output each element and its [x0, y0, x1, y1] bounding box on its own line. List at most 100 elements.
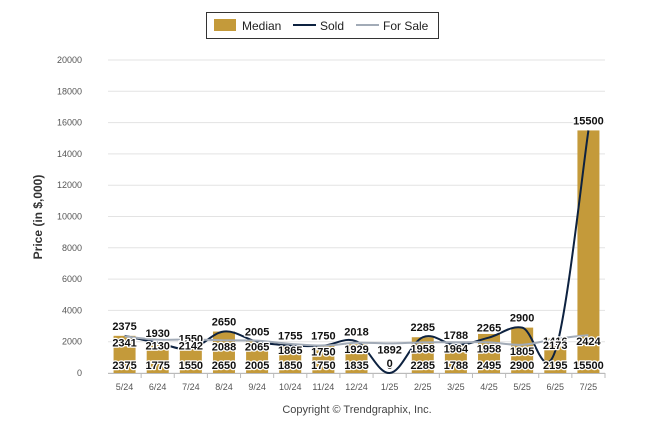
x-tick-label: 12/24: [345, 382, 368, 392]
median-value-label: 2005: [245, 360, 269, 372]
x-tick-label: 9/24: [248, 382, 266, 392]
legend-median-swatch: [214, 19, 236, 31]
y-axis-ticks: 0 2000 4000 6000 8000 10000 12000 14000 16000 180…: [57, 55, 82, 378]
median-value-label: 1850: [278, 360, 302, 372]
y-tick-label: 10000: [57, 212, 82, 222]
median-bar: [345, 344, 368, 373]
for-sale-value-label: 1964: [444, 343, 469, 355]
y-tick-label: 2000: [62, 337, 82, 347]
x-tick-label: 5/25: [513, 382, 531, 392]
for-sale-value-label: 2142: [179, 340, 203, 352]
x-tick-label: 7/25: [580, 382, 598, 392]
median-bar: [312, 345, 335, 373]
sold-value-label: 2265: [477, 323, 501, 335]
for-sale-value-label: 1892: [377, 344, 401, 356]
sold-value-label: 1550: [179, 334, 203, 346]
x-tick-label: 6/24: [149, 382, 167, 392]
for-sale-value-label: 2424: [576, 336, 601, 348]
y-tick-label: 12000: [57, 180, 82, 190]
x-axis-ticks: 5/24 6/24 7/24 8/24 9/24 10/24 11/24 12/24 1/25 2…: [116, 373, 606, 392]
x-tick-label: 3/25: [447, 382, 465, 392]
sold-value-label: 2005: [245, 327, 269, 339]
for-sale-value-label: 1750: [311, 347, 335, 359]
for-sale-value-label: 2088: [212, 341, 236, 353]
copyright-text: Copyright © Trendgraphix, Inc.: [282, 404, 431, 416]
legend-median-label: Median: [242, 19, 281, 33]
x-tick-label: 4/25: [480, 382, 498, 392]
for-sale-value-label: 1865: [278, 345, 302, 357]
sold-value-label: 1416: [543, 336, 567, 348]
x-tick-label: 1/25: [381, 382, 399, 392]
median-bar: [212, 331, 235, 373]
median-value-label: 15500: [573, 360, 604, 372]
median-bar: [544, 338, 567, 373]
sold-value-label: 2900: [510, 313, 534, 325]
for-sale-value-label: 1929: [344, 344, 368, 356]
median-value-label: 1835: [344, 360, 368, 372]
median-value-label: 2900: [510, 360, 534, 372]
median-bar: [179, 348, 202, 373]
median-bars: [113, 130, 600, 373]
series-lines: [124, 130, 590, 375]
legend-frame: [206, 12, 439, 39]
x-tick-label: 7/24: [182, 382, 200, 392]
median-bar: [511, 327, 534, 373]
x-tick-label: 2/25: [414, 382, 432, 392]
y-tick-label: 20000: [57, 55, 82, 65]
x-tick-label: 11/24: [312, 382, 334, 392]
y-tick-label: 14000: [57, 149, 82, 159]
sold-value-label: 0: [387, 358, 393, 370]
y-axis-title: Price (in $,000): [31, 175, 45, 260]
median-value-label: 2495: [477, 360, 501, 372]
median-bar: [279, 344, 302, 373]
median-value-label: 1750: [311, 360, 335, 372]
sold-value-label: 15500: [573, 115, 604, 127]
sold-value-label: 1750: [311, 331, 335, 343]
legend-sold-label: Sold: [320, 19, 344, 33]
y-tick-label: 8000: [62, 243, 82, 253]
for-sale-line: [124, 334, 589, 347]
for-sale-value-label: 2173: [543, 340, 567, 352]
median-value-label: 0: [387, 360, 393, 372]
y-tick-label: 4000: [62, 305, 82, 315]
for-sale-value-label: 2341: [112, 337, 136, 349]
median-value-label: 2285: [411, 360, 435, 372]
median-value-label: 1550: [179, 360, 203, 372]
sold-value-label: 1930: [145, 328, 169, 340]
sold-value-label: 2375: [112, 321, 136, 333]
median-value-label: 1775: [145, 360, 169, 372]
x-tick-label: 8/24: [215, 382, 233, 392]
for-sale-value-label: 1805: [510, 346, 534, 358]
median-bar: [246, 341, 269, 373]
median-bar: [113, 335, 136, 373]
legend-for-sale-label: For Sale: [383, 19, 429, 33]
y-tick-label: 18000: [57, 86, 82, 96]
x-tick-label: 5/24: [116, 382, 134, 392]
y-tick-label: 6000: [62, 274, 82, 284]
data-labels: 2375 1775 1550 2650 2005 1850 1750 1835 0 2285 178…: [111, 114, 605, 373]
for-sale-value-label: 2130: [145, 341, 169, 353]
median-bar: [411, 337, 434, 373]
legend: Median Sold For Sale: [206, 12, 439, 39]
median-value-label: 2195: [543, 360, 567, 372]
sold-value-label: 1755: [278, 331, 302, 343]
x-tick-label: 10/24: [279, 382, 302, 392]
x-tick-label: 6/25: [547, 382, 565, 392]
for-sale-value-label: 1958: [411, 343, 435, 355]
median-bar: [577, 130, 600, 373]
y-tick-label: 16000: [57, 118, 82, 128]
median-value-label: 2650: [212, 360, 236, 372]
median-bar: [146, 345, 169, 373]
for-sale-value-label: 2065: [245, 342, 269, 354]
sold-value-label: 2018: [344, 326, 368, 338]
gridlines: [108, 59, 605, 374]
for-sale-value-label: 1958: [477, 343, 501, 355]
sold-value-label: 2285: [411, 322, 435, 334]
median-bar: [444, 345, 467, 373]
y-tick-label: 0: [77, 368, 82, 378]
median-value-label: 1788: [444, 360, 468, 372]
sold-value-label: 2650: [212, 317, 236, 329]
sold-value-label: 1788: [444, 330, 468, 342]
